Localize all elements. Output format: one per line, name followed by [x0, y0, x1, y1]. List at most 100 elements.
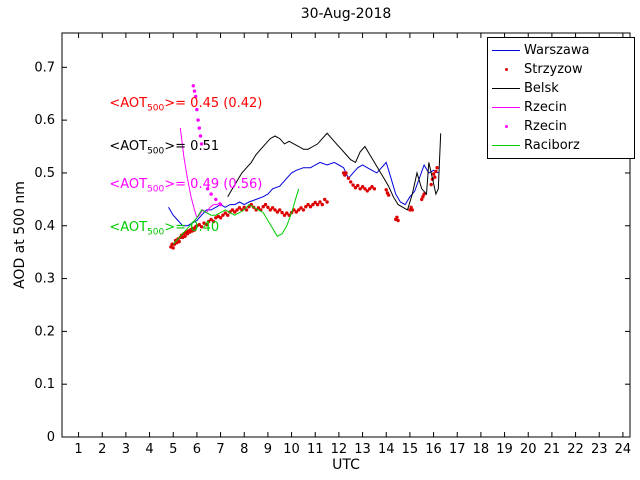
legend-label: Belsk — [524, 81, 559, 96]
series-strzyzow-scatter-point — [368, 187, 372, 191]
x-tick-label: 11 — [307, 442, 324, 457]
x-tick-label: 18 — [473, 442, 490, 457]
series-strzyzow-scatter-point — [171, 246, 175, 250]
series-strzyzow-scatter-point — [360, 185, 365, 189]
x-tick-label: 5 — [169, 442, 177, 457]
x-tick-label: 2 — [98, 442, 106, 457]
series-strzyzow-scatter-point — [320, 202, 324, 207]
legend-label: Rzecin — [524, 100, 567, 115]
legend-dot-sample — [488, 125, 524, 128]
series-strzyzow-scatter-point — [353, 186, 358, 190]
x-tick-label: 24 — [615, 442, 632, 457]
series-rzecin-line — [179, 128, 221, 219]
line-swatch — [492, 107, 520, 108]
series-strzyzow-scatter-point — [311, 202, 315, 207]
series-strzyzow-scatter-point — [183, 234, 187, 238]
legend-label: Raciborz — [524, 138, 580, 153]
series-strzyzow-scatter-point — [230, 208, 235, 212]
series-strzyzow-scatter-point — [285, 211, 289, 215]
series-strzyzow-scatter-point — [384, 188, 388, 192]
line-swatch — [492, 88, 520, 89]
series-strzyzow-scatter-point — [197, 223, 201, 227]
legend-entry-rzecin: Rzecin — [488, 117, 634, 136]
series-strzyzow-scatter-point — [209, 217, 213, 222]
series-raciborz-line — [172, 188, 300, 245]
line-swatch — [492, 50, 520, 51]
series-strzyzow-scatter-point — [199, 225, 204, 229]
x-tick-label: 20 — [520, 442, 537, 457]
x-tick-label: 8 — [240, 442, 248, 457]
series-strzyzow-scatter-point — [386, 193, 391, 197]
series-strzyzow-scatter-point — [202, 221, 206, 225]
series-strzyzow-scatter-point — [433, 175, 437, 179]
y-tick-label: 0.5 — [34, 166, 55, 181]
series-strzyzow-scatter-point — [358, 187, 362, 191]
series-strzyzow-scatter-point — [363, 187, 367, 191]
series-strzyzow-scatter-point — [282, 213, 287, 217]
series-strzyzow-scatter-point — [299, 206, 303, 210]
series-strzyzow-scatter-point — [207, 219, 211, 224]
series-strzyzow-scatter-point — [233, 210, 237, 214]
series-strzyzow-scatter-point — [226, 213, 230, 217]
x-tick-label: 14 — [378, 442, 395, 457]
series-strzyzow-scatter-point — [356, 183, 360, 188]
series-rzecin-scatter-point — [196, 118, 200, 122]
series-strzyzow-scatter-point — [421, 195, 425, 199]
legend-label: Strzyzow — [524, 62, 583, 77]
y-tick-label: 0.2 — [34, 324, 55, 339]
y-tick-label: 0.4 — [34, 219, 55, 234]
series-strzyzow-scatter-point — [365, 189, 369, 193]
series-strzyzow-scatter-point — [431, 172, 436, 176]
series-strzyzow-scatter-point — [306, 202, 310, 207]
series-strzyzow-scatter-point — [304, 205, 308, 209]
y-tick-label: 0.1 — [34, 377, 55, 392]
series-strzyzow-scatter-point — [280, 210, 284, 215]
series-strzyzow-scatter-point — [192, 228, 197, 232]
series-strzyzow-scatter-point — [278, 208, 282, 212]
mean-aot-annotation: <AOT500>= 0.40 — [109, 219, 220, 238]
legend-entry-rzecin: Rzecin — [488, 98, 634, 117]
x-tick-label: 4 — [145, 442, 153, 457]
series-rzecin-scatter-point — [209, 192, 213, 196]
series-strzyzow-scatter-point — [211, 219, 216, 224]
x-tick-label: 6 — [193, 442, 201, 457]
series-rzecin-scatter-point — [192, 89, 197, 93]
series-strzyzow-scatter-point — [204, 223, 209, 227]
series-strzyzow-scatter-point — [434, 169, 438, 174]
x-tick-label: 17 — [449, 442, 466, 457]
series-rzecin-scatter-point — [218, 202, 223, 207]
series-strzyzow-scatter-point — [218, 216, 223, 220]
series-strzyzow-scatter-point — [318, 200, 322, 204]
mean-aot-annotation: <AOT500>= 0.51 — [109, 138, 220, 157]
series-rzecin-scatter-point — [191, 84, 195, 88]
series-strzyzow-scatter-point — [409, 205, 413, 209]
x-tick-label: 16 — [425, 442, 442, 457]
series-strzyzow-scatter-point — [344, 171, 348, 175]
x-tick-label: 10 — [283, 442, 300, 457]
mean-aot-annotation: <AOT500>= 0.49 (0.56) — [109, 177, 263, 195]
legend-line-sample — [488, 50, 524, 51]
legend-entry-belsk: Belsk — [488, 79, 634, 98]
legend-entry-strzyzow: Strzyzow — [488, 60, 634, 79]
mean-aot-annotation: <AOT500>= 0.45 (0.42) — [109, 96, 263, 114]
series-rzecin-scatter-point — [205, 187, 210, 191]
series-strzyzow-scatter-point — [261, 205, 265, 209]
series-strzyzow-scatter-point — [315, 202, 320, 207]
x-tick-label: 22 — [567, 442, 584, 457]
legend-line-sample — [488, 107, 524, 108]
series-strzyzow-scatter-point — [422, 192, 426, 196]
series-strzyzow-scatter-point — [429, 182, 433, 187]
series-strzyzow-scatter-point — [275, 210, 280, 214]
y-tick-label: 0.7 — [34, 60, 55, 75]
legend: Warszawa Strzyzow Belsk Rzecin Rzecin Racibor… — [487, 37, 635, 159]
legend-label: Rzecin — [524, 119, 567, 134]
series-strzyzow-scatter-point — [242, 205, 246, 209]
series-strzyzow-scatter-point — [408, 208, 412, 212]
chart-title: 30-Aug-2018 — [300, 6, 392, 22]
x-tick-label: 9 — [264, 442, 272, 457]
series-strzyzow-scatter-point — [244, 208, 249, 212]
series-strzyzow-scatter-point — [370, 185, 374, 189]
y-tick-label: 0.3 — [34, 272, 55, 287]
x-tick-label: 19 — [496, 442, 513, 457]
x-tick-label: 12 — [331, 442, 348, 457]
